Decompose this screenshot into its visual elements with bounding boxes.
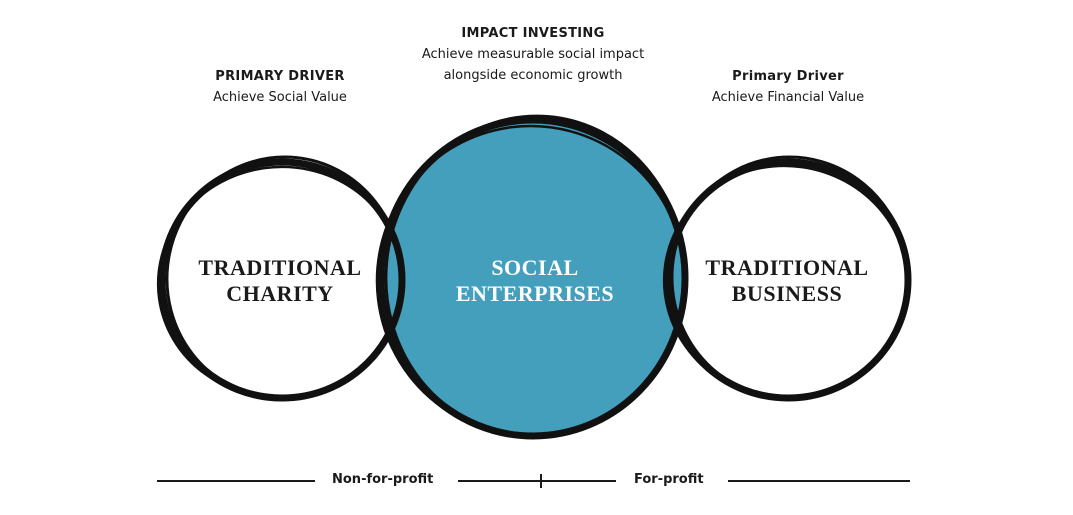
business-label-line-1: TRADITIONAL: [705, 255, 868, 280]
business-driver-caption: Primary Driver Achieve Financial Value: [658, 66, 918, 108]
impact-investing-heading: IMPACT INVESTING: [461, 26, 605, 41]
social-enterprises-circle-outline: [375, 114, 689, 440]
impact-investing-line-1: Achieve measurable social impact: [421, 47, 645, 62]
charity-driver-heading: PRIMARY DRIVER: [215, 69, 345, 84]
traditional-charity-circle: [156, 155, 406, 402]
social-enterprises-circle-fill: [381, 120, 685, 436]
social-enterprises-label-line-2: ENTERPRISES: [456, 281, 614, 306]
scale-line-right: [728, 480, 910, 482]
scale-line-middle: [458, 480, 616, 482]
business-driver-text: Achieve Financial Value: [711, 90, 865, 105]
non-for-profit-label: Non-for-profit: [332, 472, 434, 487]
scale-center-tick: [540, 474, 542, 488]
traditional-business-circle: [662, 155, 912, 402]
charity-driver-text: Achieve Social Value: [213, 90, 347, 105]
scale-line-left: [157, 480, 315, 482]
for-profit-label: For-profit: [634, 472, 704, 487]
impact-investing-caption: IMPACT INVESTING Achieve measurable soci…: [383, 23, 683, 86]
business-driver-heading: Primary Driver: [732, 69, 844, 84]
charity-driver-caption: PRIMARY DRIVER Achieve Social Value: [150, 66, 410, 108]
charity-label-line-2: CHARITY: [226, 281, 333, 306]
impact-investing-line-2: alongside economic growth: [443, 68, 623, 83]
charity-label-line-1: TRADITIONAL: [198, 255, 361, 280]
social-enterprises-label-line-1: SOCIAL: [491, 255, 578, 280]
business-label-line-2: BUSINESS: [732, 281, 842, 306]
